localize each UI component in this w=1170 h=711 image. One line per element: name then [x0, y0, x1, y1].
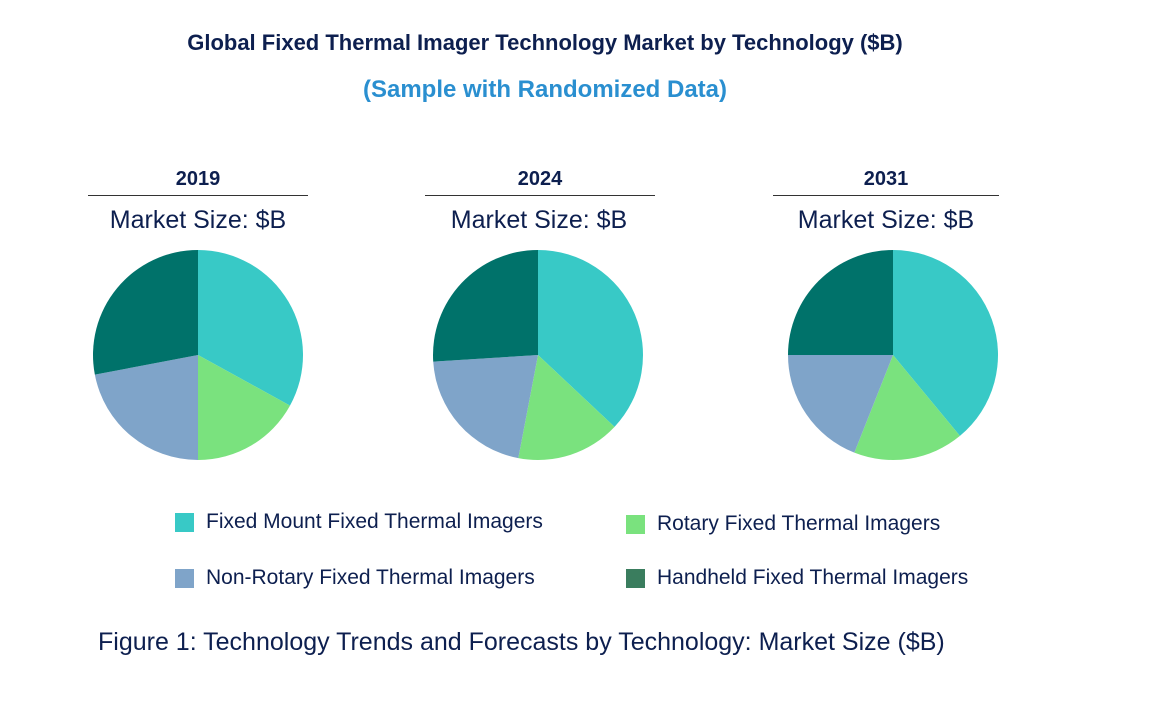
chart-subtitle: (Sample with Randomized Data): [362, 76, 728, 103]
legend-item-fixed-mount: Fixed Mount Fixed Thermal Imagers: [175, 510, 543, 534]
pie-year-label: 2024: [425, 168, 655, 196]
figure-caption: Figure 1: Technology Trends and Forecast…: [98, 628, 945, 656]
legend-swatch: [626, 568, 645, 588]
legend-label: Non-Rotary Fixed Thermal Imagers: [206, 566, 535, 589]
legend-label: Handheld Fixed Thermal Imagers: [657, 566, 969, 589]
pie-year-label: 2031: [773, 168, 999, 196]
pie-slice-2024-handheld-fixed-thermal-imagers: [432, 250, 538, 362]
legend-swatch: [626, 514, 645, 534]
pie-slice-2031-rotary-fixed-thermal-imagers: [854, 355, 960, 460]
pie-market-size-label: Market Size: $B: [450, 206, 628, 234]
pie-slice-2024-rotary-fixed-thermal-imagers: [518, 355, 615, 460]
legend-label: Rotary Fixed Thermal Imagers: [657, 512, 941, 535]
legend-item-handheld: Handheld Fixed Thermal Imagers: [626, 566, 968, 590]
pie-header-2031: 2031 Market Size: $B: [766, 168, 1006, 235]
pie-market-size-label: Market Size: $B: [797, 206, 975, 234]
pie-slice-2024-fixed-mount-fixed-thermal-imagers: [538, 250, 643, 427]
pie-header-2019: 2019 Market Size: $B: [78, 168, 318, 235]
pie-slice-2019-non-rotary-fixed-thermal-imagers: [94, 355, 198, 460]
pie-market-size-label: Market Size: $B: [109, 206, 287, 234]
pie-year-label: 2019: [88, 168, 308, 196]
pie-header-2024: 2024 Market Size: $B: [420, 168, 660, 235]
pie-slice-2031-handheld-fixed-thermal-imagers: [788, 250, 893, 355]
legend-item-rotary: Rotary Fixed Thermal Imagers: [626, 512, 940, 536]
pie-slice-2019-rotary-fixed-thermal-imagers: [198, 355, 291, 460]
chart-title: Global Fixed Thermal Imager Technology M…: [187, 30, 903, 55]
legend-label: Fixed Mount Fixed Thermal Imagers: [206, 510, 543, 533]
pie-slice-2019-handheld-fixed-thermal-imagers: [92, 250, 198, 375]
pie-slice-2019-fixed-mount-fixed-thermal-imagers: [198, 250, 304, 406]
legend-swatch: [175, 512, 194, 532]
pie-slice-2031-non-rotary-fixed-thermal-imagers: [788, 355, 893, 453]
legend-swatch: [175, 568, 194, 588]
legend-item-non-rotary: Non-Rotary Fixed Thermal Imagers: [175, 566, 535, 590]
pie-slice-2031-fixed-mount-fixed-thermal-imagers: [893, 250, 999, 436]
pie-slice-2024-non-rotary-fixed-thermal-imagers: [433, 355, 538, 459]
